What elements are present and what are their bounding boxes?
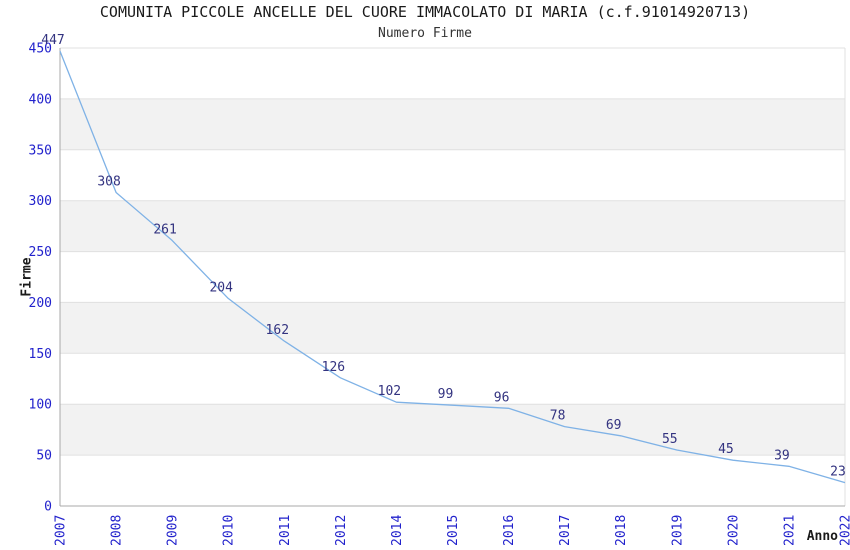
x-tick-label: 2008: [110, 515, 125, 546]
data-point-label: 78: [550, 409, 566, 424]
x-tick-label: 2022: [839, 515, 850, 546]
data-point-label: 69: [606, 418, 622, 433]
x-tick-label: 2016: [502, 515, 517, 546]
plot-band: [60, 302, 845, 354]
x-tick-label: 2018: [614, 515, 629, 546]
y-tick-label: 50: [36, 449, 52, 464]
x-tick-label: 2021: [782, 515, 797, 546]
x-tick-label: 2019: [670, 515, 685, 546]
x-tick-label: 2009: [166, 515, 181, 546]
x-tick-label: 2015: [446, 515, 461, 546]
y-tick-label: 150: [29, 347, 52, 362]
data-point-label: 162: [266, 323, 289, 338]
data-point-label: 55: [662, 432, 678, 447]
x-tick-label: 2014: [390, 515, 405, 546]
data-point-label: 447: [41, 33, 64, 48]
x-tick-label: 2012: [334, 515, 349, 546]
plot-band: [60, 404, 845, 456]
data-point-label: 204: [209, 280, 233, 295]
x-axis-title: Anno: [806, 529, 838, 544]
data-point-label: 23: [830, 465, 846, 480]
x-tick-label: 2011: [278, 515, 293, 546]
data-line: [59, 50, 846, 484]
chart-subtitle: Numero Firme: [378, 26, 472, 41]
y-tick-label: 250: [29, 245, 52, 260]
plot-band: [60, 200, 845, 252]
y-tick-label: 350: [29, 143, 52, 158]
data-point-label: 261: [153, 222, 176, 237]
y-tick-label: 0: [44, 500, 52, 515]
data-point-label: 96: [494, 390, 510, 405]
chart-title: COMUNITA PICCOLE ANCELLE DEL CUORE IMMAC…: [99, 3, 751, 21]
y-tick-label: 450: [29, 42, 52, 57]
data-point-label: 102: [378, 384, 401, 399]
y-tick-label: 100: [29, 398, 52, 413]
y-tick-label: 400: [29, 92, 52, 107]
x-tick-label: 2007: [54, 515, 69, 546]
x-tick-label: 2017: [558, 515, 573, 546]
y-tick-label: 200: [29, 296, 52, 311]
y-tick-label: 300: [29, 194, 52, 209]
data-point-label: 39: [774, 448, 790, 463]
data-point-label: 45: [718, 442, 734, 457]
data-point-label: 308: [97, 175, 120, 190]
data-point-label: 99: [438, 387, 454, 402]
data-point-label: 126: [322, 360, 345, 375]
plot-band: [60, 98, 845, 150]
x-tick-label: 2010: [222, 515, 237, 546]
x-tick-label: 2020: [726, 515, 741, 546]
